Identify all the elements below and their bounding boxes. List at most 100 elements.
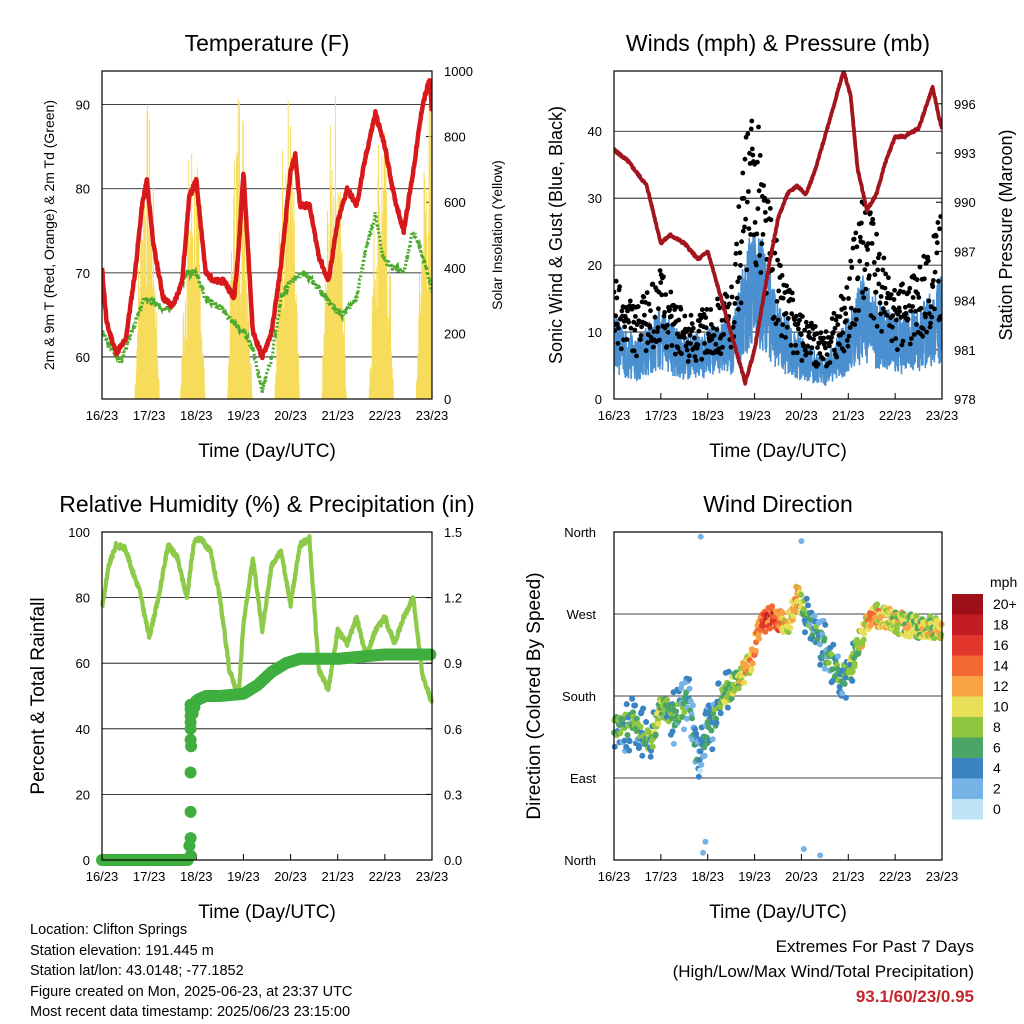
legend-title: mph bbox=[990, 574, 1017, 590]
solar-line bbox=[134, 96, 432, 399]
gust-point bbox=[690, 325, 696, 331]
gust-point bbox=[844, 338, 850, 343]
gust-point bbox=[823, 329, 829, 334]
gust-point bbox=[657, 337, 662, 343]
gust-point bbox=[648, 308, 653, 314]
gust-point bbox=[772, 250, 778, 256]
y2-tick-label: 0.9 bbox=[444, 656, 462, 671]
elevation-text: Station elevation: 191.445 m bbox=[30, 942, 214, 959]
gust-point bbox=[932, 306, 937, 312]
gust-point bbox=[738, 263, 743, 268]
y2-tick-label: 987 bbox=[954, 244, 976, 259]
gust-point bbox=[815, 361, 821, 367]
station-info: Location: Clifton Springs Station elevat… bbox=[30, 920, 352, 1023]
gust-point bbox=[734, 295, 740, 301]
extremes-title: Extremes For Past 7 Days bbox=[775, 937, 974, 956]
gust-point bbox=[861, 295, 867, 301]
direction-point bbox=[721, 700, 728, 706]
direction-point bbox=[684, 715, 690, 722]
legend-label: 14 bbox=[993, 658, 1009, 674]
gust-point bbox=[857, 258, 863, 264]
gust-point bbox=[617, 284, 622, 290]
gust-point bbox=[805, 343, 811, 349]
gust-point bbox=[871, 260, 877, 265]
direction-point bbox=[842, 694, 849, 701]
gust-point bbox=[733, 251, 739, 256]
gust-point bbox=[732, 301, 738, 306]
gust-point bbox=[699, 356, 705, 362]
gust-point bbox=[663, 292, 669, 297]
direction-point bbox=[769, 603, 776, 610]
gust-point bbox=[928, 320, 933, 326]
gust-point bbox=[688, 312, 694, 318]
gust-point bbox=[757, 153, 763, 158]
x-tick-label: 16/23 bbox=[598, 408, 631, 423]
gust-point bbox=[746, 189, 751, 194]
winds-pressure-panel: Winds (mph) & Pressure (mb) Time (Day/UTC… bbox=[546, 30, 1016, 462]
humidity-precip-panel: Relative Humidity (%) & Precipitation (i… bbox=[28, 491, 475, 923]
gust-point bbox=[856, 308, 861, 313]
x-tick-label: 22/23 bbox=[879, 869, 912, 884]
y-tick-label: 20 bbox=[588, 258, 602, 273]
legend-swatch bbox=[952, 799, 983, 820]
gust-point bbox=[625, 308, 630, 314]
gust-point bbox=[775, 317, 781, 323]
gust-point bbox=[708, 322, 714, 327]
gust-point bbox=[615, 321, 620, 327]
gust-point bbox=[799, 358, 805, 363]
gust-point bbox=[749, 118, 755, 124]
direction-point bbox=[794, 598, 800, 605]
gust-point bbox=[870, 216, 876, 222]
gust-point bbox=[913, 308, 918, 314]
gust-point bbox=[775, 257, 780, 263]
gust-point bbox=[808, 350, 814, 356]
gust-point bbox=[738, 300, 744, 306]
y-tick-label: 40 bbox=[588, 124, 602, 139]
direction-point bbox=[860, 636, 867, 643]
direction-point bbox=[805, 602, 811, 609]
direction-point bbox=[664, 696, 671, 703]
direction-point bbox=[686, 676, 693, 683]
gust-point bbox=[730, 324, 736, 330]
gust-point bbox=[641, 294, 647, 300]
gust-point bbox=[862, 267, 868, 273]
direction-point bbox=[816, 641, 823, 648]
direction-point bbox=[717, 704, 724, 710]
y-axis-label: Direction (Colored By Speed) bbox=[524, 572, 545, 819]
direction-point bbox=[894, 625, 900, 632]
gust-point bbox=[614, 295, 620, 301]
gust-point bbox=[646, 301, 652, 307]
x-tick-label: 23/23 bbox=[926, 408, 959, 423]
gust-point bbox=[682, 313, 688, 319]
gust-point bbox=[619, 308, 625, 314]
gust-point bbox=[783, 335, 788, 340]
direction-point bbox=[632, 702, 639, 709]
gust-point bbox=[788, 342, 794, 348]
gust-point bbox=[762, 210, 768, 215]
gust-point bbox=[779, 273, 785, 278]
gust-point bbox=[638, 337, 643, 342]
y-tick-label: 60 bbox=[76, 656, 90, 671]
direction-point bbox=[762, 628, 769, 635]
gust-point bbox=[804, 350, 810, 356]
legend-label: 20+ bbox=[993, 596, 1017, 612]
direction-point bbox=[640, 705, 647, 712]
gust-point bbox=[870, 221, 876, 227]
direction-point bbox=[725, 668, 732, 675]
x-tick-label: 22/23 bbox=[369, 408, 402, 423]
direction-point bbox=[803, 595, 810, 602]
gust-point bbox=[908, 308, 914, 314]
x-tick-label: 22/23 bbox=[369, 869, 402, 884]
gust-point bbox=[790, 297, 796, 303]
gust-point bbox=[930, 284, 936, 289]
gust-point bbox=[847, 276, 852, 281]
direction-point bbox=[790, 612, 797, 619]
x-tick-label: 19/23 bbox=[738, 869, 771, 884]
precip-series bbox=[96, 648, 437, 866]
gust-point bbox=[896, 305, 902, 311]
x-tick-label: 20/23 bbox=[785, 869, 818, 884]
gust-point bbox=[746, 226, 752, 232]
y-axis-label: Sonic Wind & Gust (Blue, Black) bbox=[546, 106, 566, 364]
direction-point bbox=[669, 728, 676, 735]
